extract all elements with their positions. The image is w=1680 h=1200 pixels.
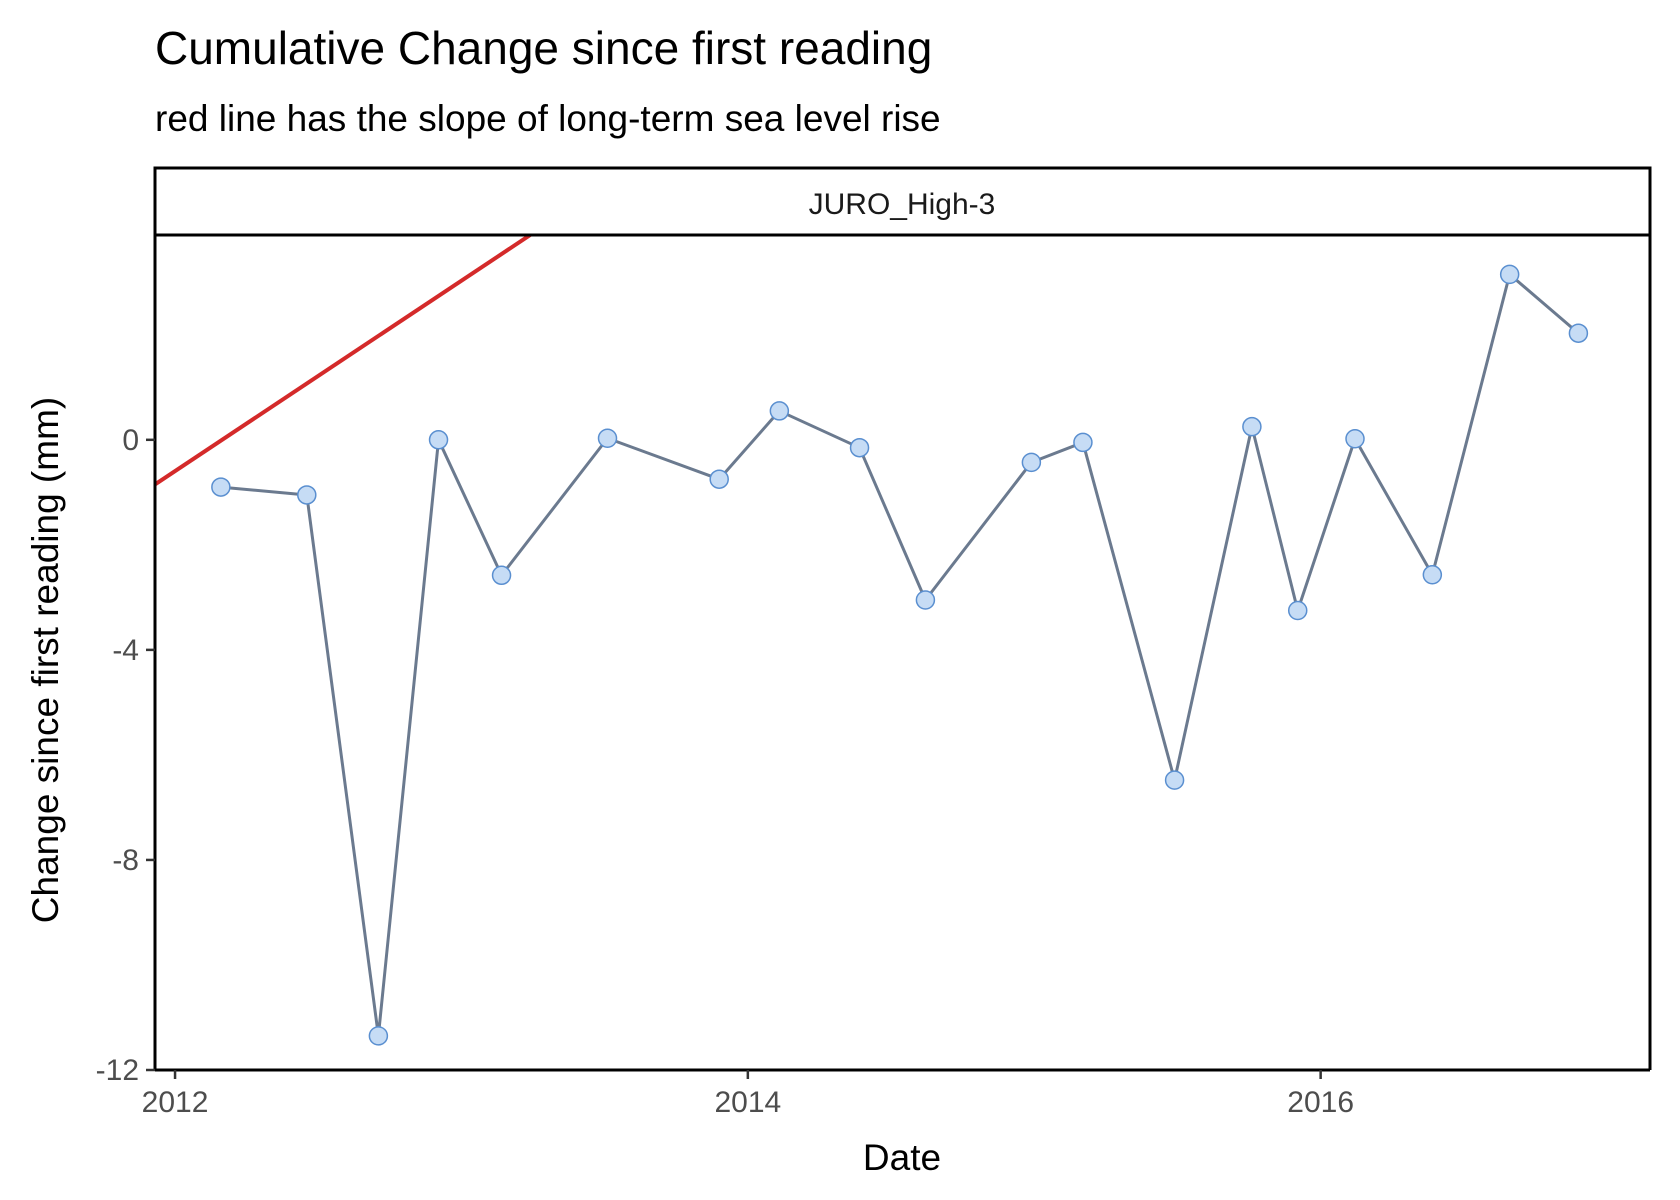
data-point-12: [1073, 432, 1093, 453]
data-point-17: [1422, 565, 1443, 585]
data-point-16: [1345, 429, 1365, 449]
y-tick-label--12: -12: [96, 1054, 139, 1087]
x-tick-label-2012: 2012: [142, 1086, 209, 1119]
x-tick-label-2014: 2014: [714, 1086, 781, 1119]
data-point-14: [1242, 416, 1262, 437]
facet-strip-label: JURO_High-3: [809, 188, 996, 221]
data-point-3: [368, 1026, 389, 1046]
x-tick-label-2016: 2016: [1287, 1086, 1354, 1119]
data-point-2: [297, 485, 317, 505]
y-tick-label--8: -8: [112, 844, 139, 877]
y-axis-title: Change since first reading (mm): [25, 397, 66, 923]
data-point-4: [428, 430, 449, 450]
data-point-11: [1021, 452, 1042, 473]
chart-title: Cumulative Change since first reading: [155, 22, 932, 74]
data-point-19: [1568, 323, 1589, 343]
series-line: [220, 272, 1580, 1038]
data-point-5: [491, 565, 512, 586]
y-tick-label--4: -4: [112, 634, 139, 667]
data-point-18: [1499, 264, 1520, 285]
x-axis-title: Date: [863, 1137, 941, 1178]
data-point-1: [211, 477, 231, 497]
reference-slope-line: [155, 235, 532, 487]
data-point-9: [849, 437, 870, 458]
y-tick-label-0: 0: [122, 424, 139, 457]
plot-area: 2012 2014 2016 0 -4 -8 -12: [96, 233, 1652, 1119]
chart-subtitle: red line has the slope of long-term sea …: [155, 98, 941, 139]
data-point-8: [769, 401, 790, 421]
data-point-13: [1164, 770, 1185, 790]
facet-strip: [153, 166, 1652, 237]
data-point-15: [1287, 600, 1308, 621]
data-point-7: [709, 469, 729, 489]
data-point-6: [597, 428, 618, 448]
data-point-10: [915, 590, 936, 610]
